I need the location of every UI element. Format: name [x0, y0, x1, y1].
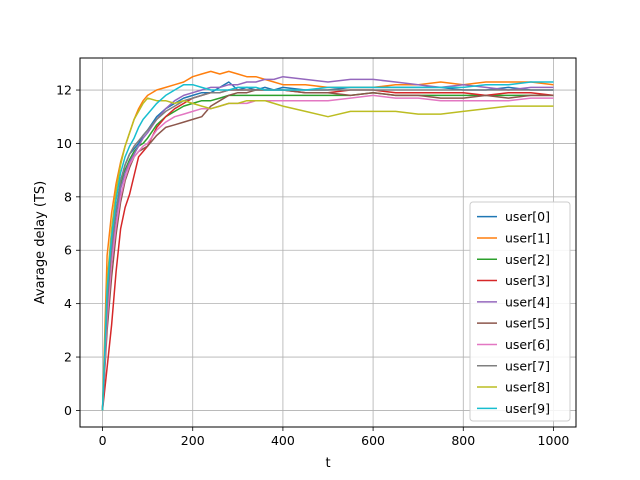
legend-label: user[3] [505, 273, 550, 288]
y-tick-label: 6 [64, 243, 72, 258]
legend-label: user[1] [505, 230, 550, 245]
legend-label: user[6] [505, 337, 550, 352]
y-tick-label: 0 [64, 403, 72, 418]
x-axis-label: t [325, 456, 330, 471]
y-tick-label: 2 [64, 350, 72, 365]
x-tick-label: 200 [181, 433, 205, 448]
series-line-user-9 [101, 81, 554, 411]
x-tick-label: 1000 [538, 433, 570, 448]
axis-ticks: 0 200 400 600 800 1000 0 2 4 6 8 10 12 [56, 83, 569, 448]
legend-label: user[4] [505, 294, 550, 309]
legend-label: user[5] [505, 316, 550, 331]
x-tick-label: 800 [451, 433, 475, 448]
y-tick-label: 4 [64, 296, 72, 311]
x-tick-label: 600 [361, 433, 385, 448]
x-tick-label: 0 [99, 433, 107, 448]
legend: user[0] user[1] user[2] user[3] user[4] user[… [469, 201, 571, 422]
x-tick-label: 400 [271, 433, 295, 448]
y-axis-label: Avarage delay (TS) [33, 181, 48, 304]
series-line-user-8 [101, 97, 554, 411]
legend-label: user[2] [505, 252, 550, 267]
y-tick-label: 12 [56, 83, 72, 98]
series-line-user-7 [101, 89, 554, 411]
series-line-user-4 [101, 75, 554, 411]
y-tick-label: 8 [64, 189, 72, 204]
series-line-user-5 [101, 89, 554, 411]
legend-label: user[0] [505, 209, 550, 224]
y-tick-label: 10 [56, 136, 72, 151]
plot-frame [79, 57, 577, 428]
series-lines [101, 70, 554, 411]
legend-label: user[9] [505, 401, 550, 416]
legend-label: user[8] [505, 380, 550, 395]
legend-label: user[7] [505, 358, 550, 373]
